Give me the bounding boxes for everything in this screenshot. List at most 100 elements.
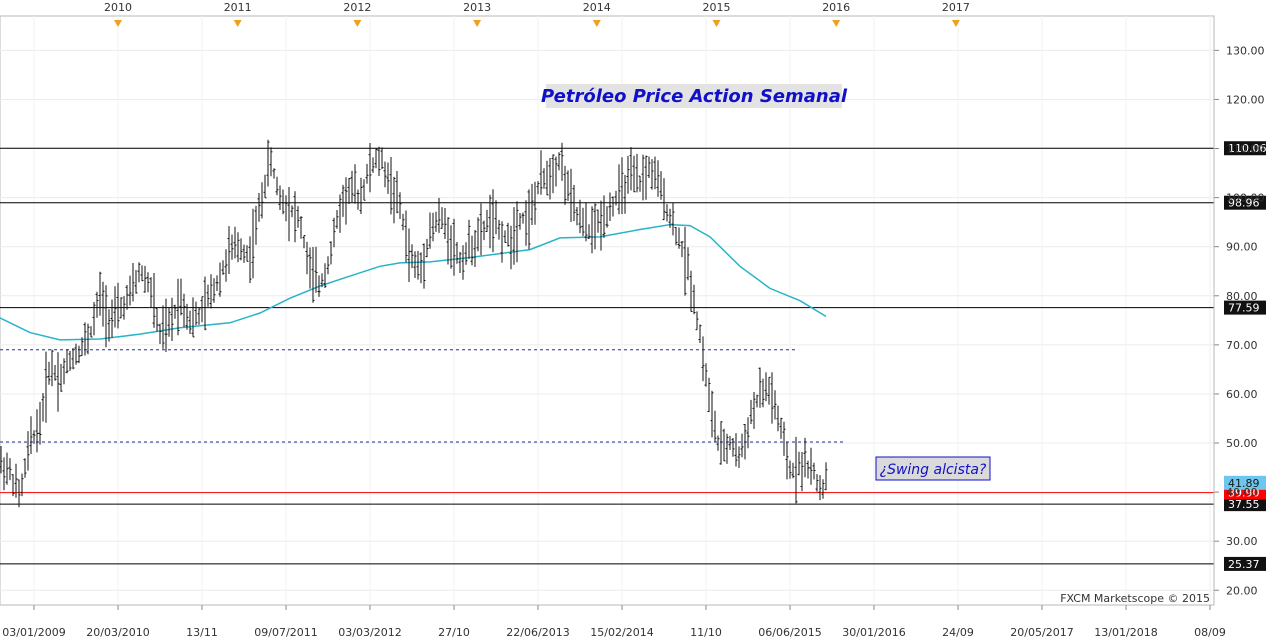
ohlc-bar [17,479,21,508]
ohlc-bar [626,156,630,194]
x-tick-label: 30/01/2016 [842,626,905,639]
ohlc-bar [467,219,471,259]
ohlc-bar [635,153,639,193]
x-tick-label: 22/06/2013 [506,626,569,639]
year-label: 2010 [104,1,132,14]
ohlc-bar [686,247,690,281]
ohlc-bar [743,424,747,460]
ohlc-bar [341,184,345,217]
ohlc-bar [362,179,366,201]
ohlc-bar [248,236,252,283]
x-tick-label: 08/09 [1194,626,1226,639]
ohlc-bar [791,462,795,479]
ohlc-bar [134,270,138,294]
y-tick-label: 80.00 [1226,290,1258,303]
year-label: 2013 [463,1,491,14]
ohlc-bar [98,271,102,316]
ohlc-bar [386,162,390,194]
ohlc-bar [479,203,483,256]
ohlc-bar [380,147,384,170]
ohlc-bar [338,194,342,233]
ohlc-bar [656,160,660,197]
ohlc-bar [29,416,33,454]
ohlc-bar [287,187,291,242]
last-price-tag [1224,475,1266,490]
ohlc-bar [296,206,300,228]
ohlc-bar [560,142,564,181]
ohlc-bar [8,458,12,481]
ohlc-bar [668,208,672,228]
ohlc-bar [713,410,717,442]
ohlc-bar [218,262,222,297]
ohlc-bar [350,170,354,203]
ohlc-bar [44,351,48,423]
ohlc-bar [257,193,261,222]
ohlc-bar [578,199,582,234]
ohlc-bar [167,307,171,337]
ohlc-bar [671,202,675,236]
ohlc-bar [104,285,108,348]
grid-lines [0,16,1214,605]
ohlc-bar [800,452,804,492]
ohlc-bar [68,350,72,371]
ohlc-bar [638,175,642,192]
ohlc-bar [152,273,156,328]
level-tag [1224,195,1266,210]
ohlc-bar [122,296,126,320]
ohlc-bar [251,208,255,279]
ohlc-bar [740,433,744,458]
ohlc-bar [572,184,576,222]
level-tag-label: 110.06 [1228,142,1267,155]
ohlc-bar [758,367,762,408]
ohlc-bar [281,189,285,215]
ohlc-bar [812,462,816,480]
x-tick-label: 09/07/2011 [254,626,317,639]
ohlc-bar [554,156,558,187]
ohlc-bar [176,278,180,336]
ohlc-bar [707,377,711,413]
ohlc-bar [818,475,822,501]
ohlc-bar [227,226,231,274]
level-tag [1224,556,1266,571]
ohlc-bar [143,265,147,293]
ohlc-bar [608,192,612,221]
ohlc-bar [809,447,813,485]
ohlc-bar [419,252,423,284]
ohlc-bar [26,431,30,471]
ohlc-bar [35,409,39,453]
ohlc-bar [719,421,723,465]
annotation-text: ¿Swing alcista? [880,462,987,478]
ohlc-bar [518,213,522,230]
ohlc-bar [515,201,519,263]
ohlc-bar [788,460,792,479]
x-tick-label: 20/05/2017 [1010,626,1073,639]
y-tick-label: 90.00 [1226,241,1258,254]
ohlc-bar [113,286,117,328]
ohlc-bar [116,282,120,329]
ohlc-bar [272,168,276,179]
ohlc-bar [602,195,606,238]
ohlc-bar [575,207,579,226]
ohlc-bar [485,209,489,232]
ohlc-bar [77,345,81,364]
ohlc-bar [581,207,585,237]
ohlc-bar [482,220,486,241]
ohlc-bar [803,437,807,478]
year-label: 2012 [343,1,371,14]
ohlc-bar [278,185,282,210]
y-tick-label: 60.00 [1226,388,1258,401]
ohlc-bar [395,171,399,214]
ohlc-bar [470,235,474,266]
ohlc-bar [260,182,264,219]
x-tick-label: 11/10 [690,626,722,639]
ohlc-bar [539,150,543,195]
ohlc-bar [737,446,741,468]
ohlc-bar [497,219,501,240]
ohlc-bar [593,203,597,250]
ohlc-bar [692,284,696,315]
ohlc-bar [347,178,351,204]
ohlc-bar [611,196,615,217]
year-marker [114,20,122,27]
ohlc-bar [500,221,504,263]
ohlc-bar [503,230,507,243]
